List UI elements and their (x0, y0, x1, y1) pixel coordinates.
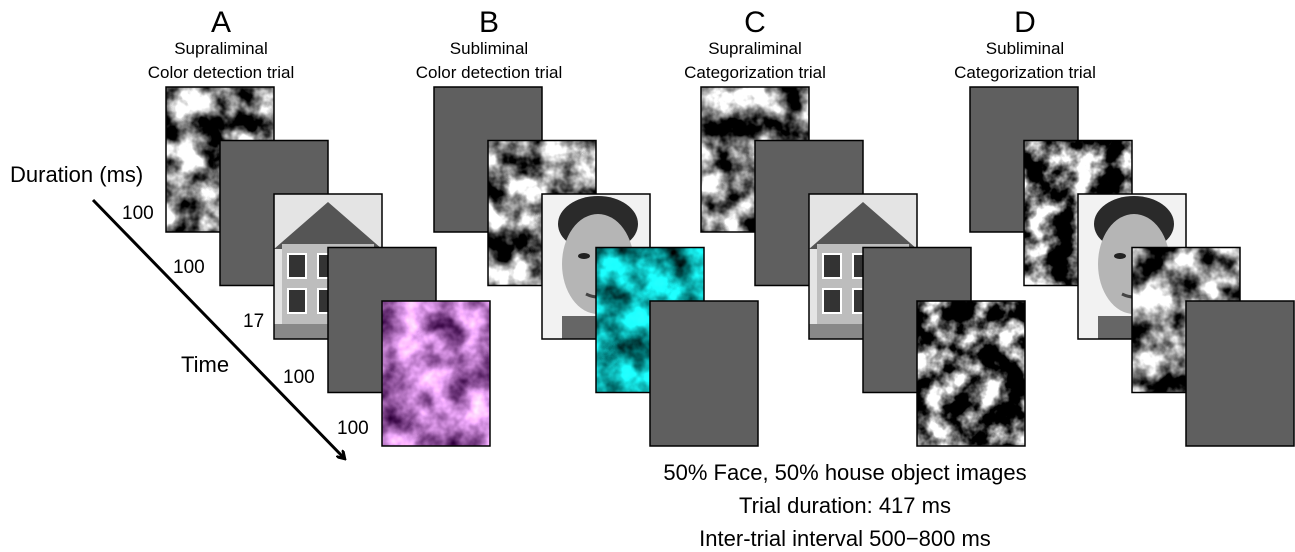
duration: 17 (243, 311, 264, 332)
window (288, 254, 306, 278)
panel-subtitle: Supraliminal (174, 39, 268, 58)
panel-letter: C (744, 6, 766, 39)
duration: 100 (283, 367, 315, 388)
footer-line: 50% Face, 50% house object images (663, 460, 1026, 485)
window (823, 289, 841, 313)
duration: 100 (337, 418, 369, 439)
blank-frame (1186, 301, 1294, 446)
figure: A Supraliminal Color detection trial B S… (0, 0, 1295, 552)
window (823, 254, 841, 278)
blank-frame (650, 301, 758, 446)
panel-letter: D (1014, 6, 1036, 39)
time-label: Time (181, 352, 229, 377)
footer-line: Trial duration: 417 ms (739, 493, 951, 518)
panel-subtitle: Subliminal (450, 39, 528, 58)
footer-line: Inter-trial interval 500−800 ms (699, 526, 991, 551)
stimulus-frame (650, 301, 758, 446)
marble-image (917, 301, 1025, 446)
duration: 100 (122, 203, 154, 224)
duration: 100 (173, 257, 205, 278)
panel-subtitle: Color detection trial (416, 63, 562, 82)
panel-letter: A (211, 6, 231, 39)
window (288, 289, 306, 313)
eye (578, 253, 590, 259)
duration-label: Duration (ms) (10, 162, 143, 187)
panel-subtitle: Subliminal (986, 39, 1064, 58)
panel-subtitle: Categorization trial (954, 63, 1096, 82)
panel-subtitle: Supraliminal (708, 39, 802, 58)
panel-subtitle: Color detection trial (148, 63, 294, 82)
eye (1114, 253, 1126, 259)
stimulus-frame (382, 301, 490, 446)
frames (166, 87, 1294, 446)
panel-letter: B (479, 6, 499, 39)
panel-titles: A Supraliminal Color detection trial B S… (148, 6, 1096, 82)
stimulus-frame (1186, 301, 1294, 446)
footer: 50% Face, 50% house object images Trial … (663, 460, 1026, 551)
panel-subtitle: Categorization trial (684, 63, 826, 82)
marble-image (382, 301, 490, 446)
stimulus-frame (917, 301, 1025, 446)
